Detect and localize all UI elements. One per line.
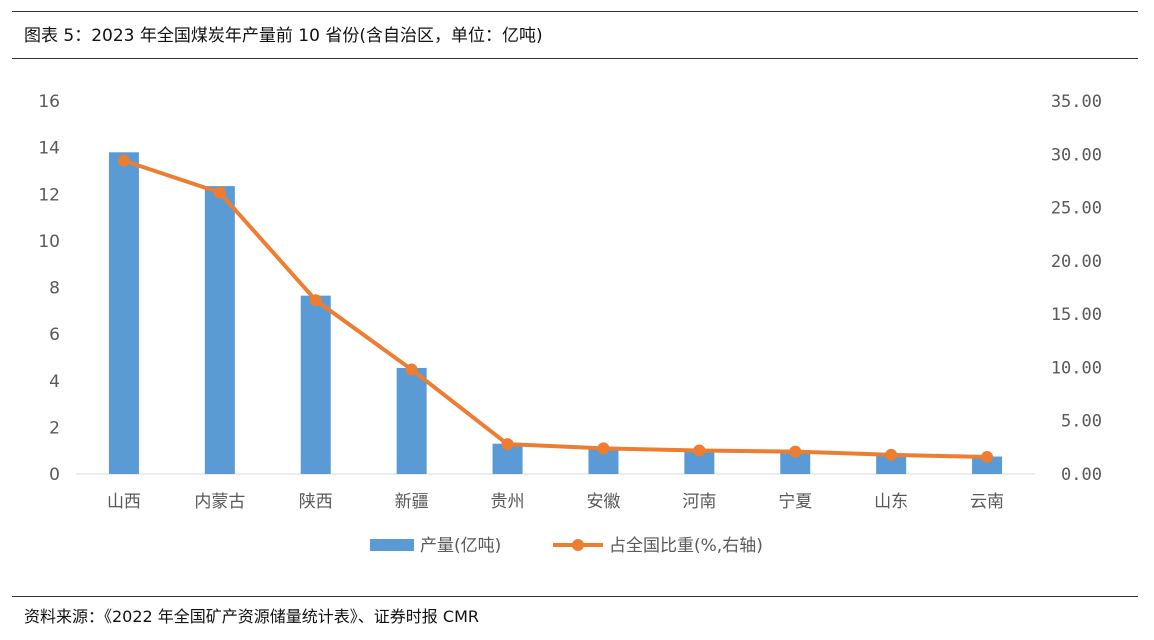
right-axis-tick-label: 20.00 <box>1051 252 1102 272</box>
bar <box>684 451 715 474</box>
left-axis-tick-label: 16 <box>38 92 60 112</box>
x-axis-category-label: 安徽 <box>586 492 620 512</box>
figure-title: 图表 5：2023 年全国煤炭年产量前 10 省份(含自治区，单位：亿吨) <box>24 26 543 46</box>
share-point <box>597 442 610 455</box>
share-point <box>501 438 514 451</box>
bottom-rule <box>12 596 1138 597</box>
bar <box>396 367 427 474</box>
source-note: 资料来源：《2022 年全国矿产资源储量统计表》、证券时报 CMR <box>24 607 479 626</box>
share-point <box>309 294 322 307</box>
legend-line-marker <box>572 539 584 551</box>
bar <box>876 453 907 474</box>
bar <box>780 451 811 474</box>
right-axis-tick-label: 35.00 <box>1051 92 1102 112</box>
bar <box>972 456 1003 474</box>
legend-bar-label: 产量(亿吨) <box>420 536 501 556</box>
title-rule <box>12 58 1138 59</box>
legend-line-label: 占全国比重(%,右轴) <box>609 536 763 556</box>
left-axis-tick-label: 10 <box>38 232 60 252</box>
share-point <box>981 450 994 463</box>
bar <box>108 152 139 474</box>
left-axis-tick-label: 12 <box>38 185 60 205</box>
x-axis-category-label: 山西 <box>107 492 141 512</box>
bar <box>204 186 235 474</box>
left-axis-tick-label: 8 <box>49 279 60 299</box>
right-axis-tick-label: 10.00 <box>1051 358 1102 378</box>
share-point <box>117 154 130 167</box>
share-point <box>789 445 802 458</box>
x-axis-category-label: 贵州 <box>491 492 525 512</box>
right-axis-tick-label: 30.00 <box>1051 145 1102 165</box>
right-axis-tick-label: 15.00 <box>1051 305 1102 325</box>
x-axis-category-label: 山东 <box>874 492 908 512</box>
left-axis-tick-label: 0 <box>49 465 60 485</box>
left-axis-tick-label: 14 <box>38 139 60 159</box>
x-axis-category-label: 新疆 <box>395 492 429 512</box>
x-axis-category-label: 宁夏 <box>778 492 812 512</box>
x-axis-category-label: 河南 <box>682 492 716 512</box>
left-axis-tick-label: 6 <box>49 325 60 345</box>
legend-bar-swatch <box>370 539 414 551</box>
x-axis-category-label: 云南 <box>970 492 1004 512</box>
share-point <box>213 186 226 199</box>
right-axis-tick-label: 0.00 <box>1061 465 1102 485</box>
share-line <box>121 158 990 459</box>
right-axis-tick-label: 5.00 <box>1061 412 1102 432</box>
share-point <box>693 444 706 457</box>
top-rule <box>12 11 1138 12</box>
left-axis-tick-label: 2 <box>49 418 60 438</box>
share-point <box>885 448 898 461</box>
x-axis-category-label: 陕西 <box>299 492 333 512</box>
x-axis-category-label: 内蒙古 <box>194 492 245 512</box>
right-axis-tick-label: 25.00 <box>1051 199 1102 219</box>
share-point <box>405 363 418 376</box>
left-axis-tick-label: 4 <box>49 372 60 392</box>
bar <box>300 295 331 474</box>
